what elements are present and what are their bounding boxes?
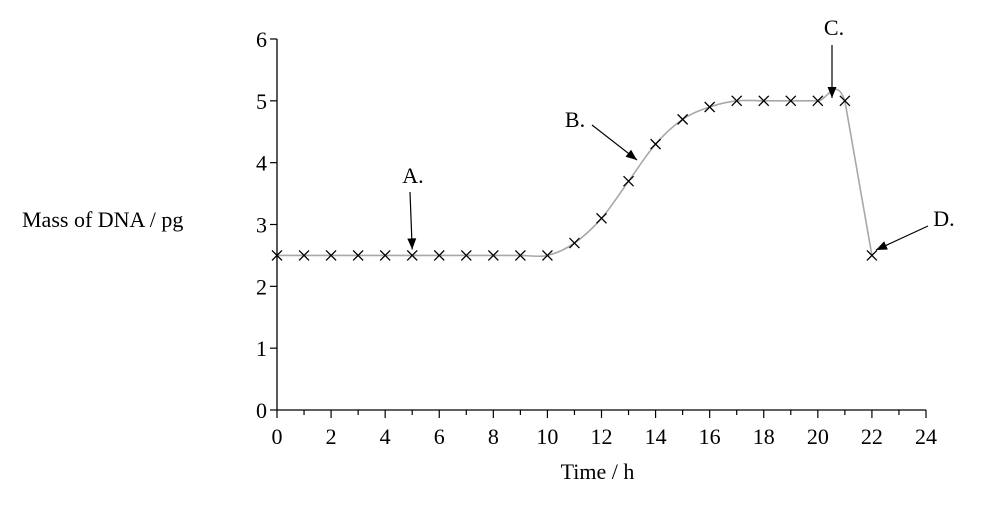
- marker-stroke: [704, 101, 716, 113]
- marker-stroke: [460, 249, 472, 261]
- x-tick-label: 4: [380, 424, 391, 449]
- data-point-x-marker: [758, 95, 770, 107]
- x-axis-label: Time / h: [561, 459, 635, 484]
- x-tick-label: 12: [591, 424, 613, 449]
- y-tick-label: 1: [256, 336, 267, 361]
- annotation-arrow-head: [876, 241, 888, 250]
- marker-stroke: [271, 249, 283, 261]
- marker-stroke: [839, 95, 851, 107]
- annotation-label: D.: [933, 206, 954, 231]
- marker-stroke: [866, 249, 878, 261]
- data-point-x-marker: [731, 95, 743, 107]
- marker-stroke: [623, 175, 635, 187]
- data-point-x-marker: [623, 175, 635, 187]
- marker-stroke: [731, 95, 743, 107]
- y-tick-label: 3: [256, 213, 267, 238]
- x-tick-label: 20: [807, 424, 829, 449]
- x-tick-label: 16: [699, 424, 721, 449]
- data-point-x-marker: [650, 138, 662, 150]
- series-line: [277, 88, 873, 258]
- annotation-label: B.: [565, 107, 585, 132]
- data-point-x-marker: [812, 95, 824, 107]
- data-point-x-marker: [298, 249, 310, 261]
- x-tick-label: 2: [326, 424, 337, 449]
- x-tick-label: 8: [488, 424, 499, 449]
- data-point-x-marker: [514, 249, 526, 261]
- data-point-x-marker: [406, 249, 418, 261]
- data-point-x-marker: [866, 249, 878, 261]
- annotation-label: A.: [402, 163, 423, 188]
- x-tick-label: 6: [434, 424, 445, 449]
- x-tick-label: 18: [753, 424, 775, 449]
- marker-stroke: [298, 249, 310, 261]
- data-point-x-marker: [839, 95, 851, 107]
- marker-stroke: [352, 249, 364, 261]
- x-tick-label: 24: [915, 424, 937, 449]
- x-ticks: 0 2 4 6 8 10 12 14 16 18 20 22 24: [272, 410, 937, 449]
- marker-stroke: [379, 249, 391, 261]
- y-ticks: 0 1 2 3 4 5 6: [256, 27, 277, 423]
- annotation-arrow-head: [625, 149, 637, 160]
- annotation-label: C.: [824, 15, 844, 40]
- data-point-x-marker: [677, 113, 689, 125]
- annotations: A. B. C. D.: [402, 15, 955, 251]
- data-point-x-marker: [596, 212, 607, 224]
- x-tick-label: 0: [272, 424, 283, 449]
- marker-stroke: [650, 138, 662, 150]
- marker-stroke: [596, 212, 607, 224]
- marker-stroke: [758, 95, 770, 107]
- data-point-x-marker: [541, 249, 553, 261]
- data-point-x-marker: [325, 249, 337, 261]
- marker-stroke: [677, 113, 689, 125]
- annotation-arrow-head: [407, 238, 417, 250]
- data-point-x-marker: [785, 95, 797, 107]
- y-tick-label: 6: [256, 27, 267, 52]
- data-point-x-marker: [568, 237, 580, 249]
- series-group: [271, 88, 878, 261]
- annotation-a: A.: [402, 163, 424, 250]
- y-tick-label: 5: [256, 89, 267, 114]
- y-axis-label: Mass of DNA / pg: [22, 207, 183, 232]
- data-point-x-marker: [271, 249, 283, 261]
- data-point-x-marker: [704, 101, 716, 113]
- data-point-x-marker: [433, 249, 445, 261]
- y-tick-label: 2: [256, 274, 267, 299]
- annotation-d: D.: [875, 206, 955, 251]
- x-tick-label: 22: [861, 424, 883, 449]
- y-tick-label: 0: [256, 398, 267, 423]
- x-tick-label: 10: [536, 424, 558, 449]
- marker-stroke: [406, 249, 418, 261]
- data-point-x-marker: [460, 249, 472, 261]
- marker-stroke: [325, 249, 337, 261]
- data-point-x-marker: [379, 249, 391, 261]
- annotation-c: C.: [824, 15, 844, 98]
- marker-stroke: [785, 95, 797, 107]
- marker-stroke: [433, 249, 445, 261]
- axes: [276, 39, 926, 411]
- annotation-b: B.: [565, 107, 638, 161]
- marker-stroke: [487, 249, 499, 261]
- data-point-x-marker: [487, 249, 499, 261]
- y-tick-label: 4: [256, 151, 267, 176]
- marker-stroke: [568, 237, 580, 249]
- x-tick-label: 14: [645, 424, 667, 449]
- annotation-arrow-head: [827, 87, 837, 98]
- marker-stroke: [812, 95, 824, 107]
- marker-stroke: [514, 249, 526, 261]
- data-point-x-marker: [352, 249, 364, 261]
- marker-stroke: [541, 249, 553, 261]
